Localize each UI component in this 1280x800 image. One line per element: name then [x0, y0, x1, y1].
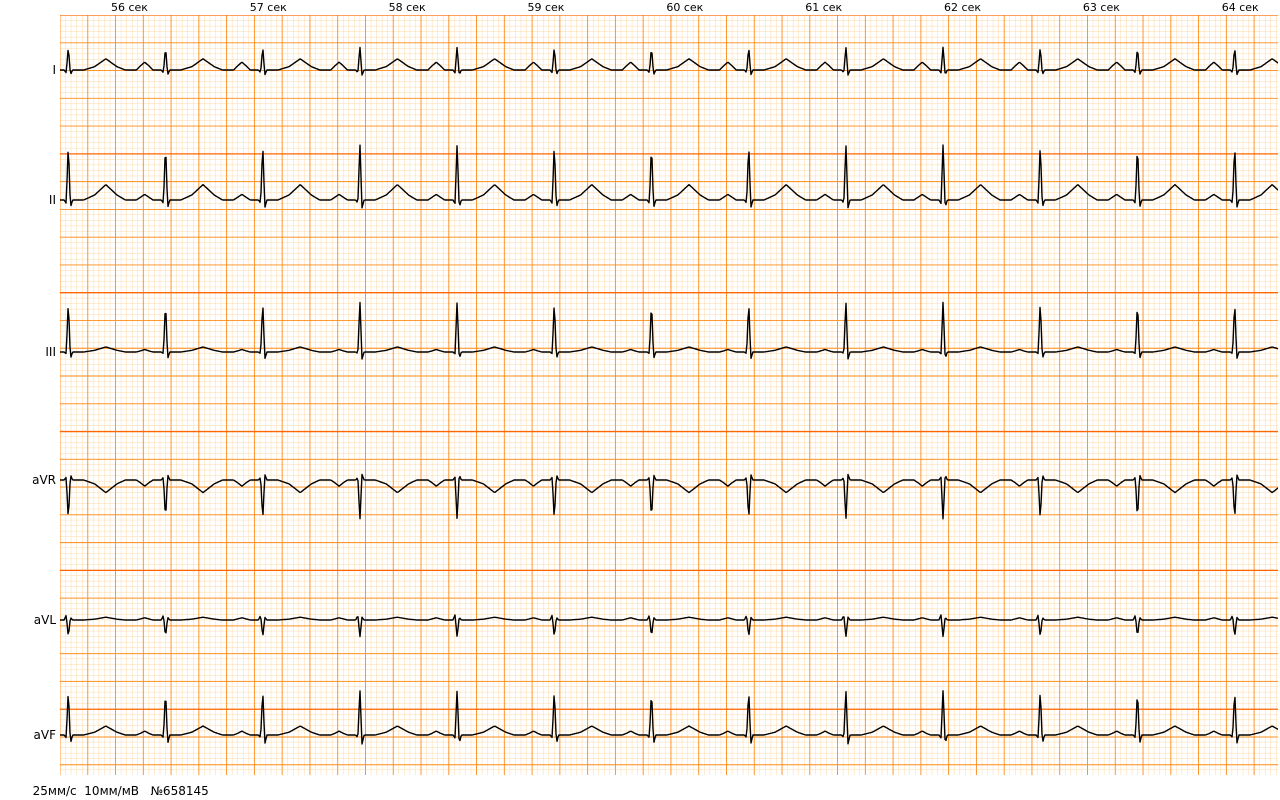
lead-label-aVF: aVF	[30, 728, 56, 742]
footer-info: 25мм/с 10мм/мВ №658145	[25, 770, 209, 798]
lead-label-aVR: aVR	[30, 473, 56, 487]
gain-label: 10мм/мВ	[84, 784, 139, 798]
time-label: 56 сек	[111, 1, 148, 14]
speed-label: 25мм/с	[33, 784, 77, 798]
time-label: 57 сек	[250, 1, 287, 14]
time-label: 58 сек	[389, 1, 426, 14]
lead-label-I: I	[30, 63, 56, 77]
time-label: 63 сек	[1083, 1, 1120, 14]
lead-label-III: III	[30, 345, 56, 359]
time-label: 64 сек	[1222, 1, 1259, 14]
ecg-chart	[0, 0, 1280, 800]
time-label: 62 сек	[944, 1, 981, 14]
time-label: 61 сек	[805, 1, 842, 14]
record-id: №658145	[150, 784, 208, 798]
lead-label-aVL: aVL	[30, 613, 56, 627]
time-label: 59 сек	[527, 1, 564, 14]
time-label: 60 сек	[666, 1, 703, 14]
lead-label-II: II	[30, 193, 56, 207]
